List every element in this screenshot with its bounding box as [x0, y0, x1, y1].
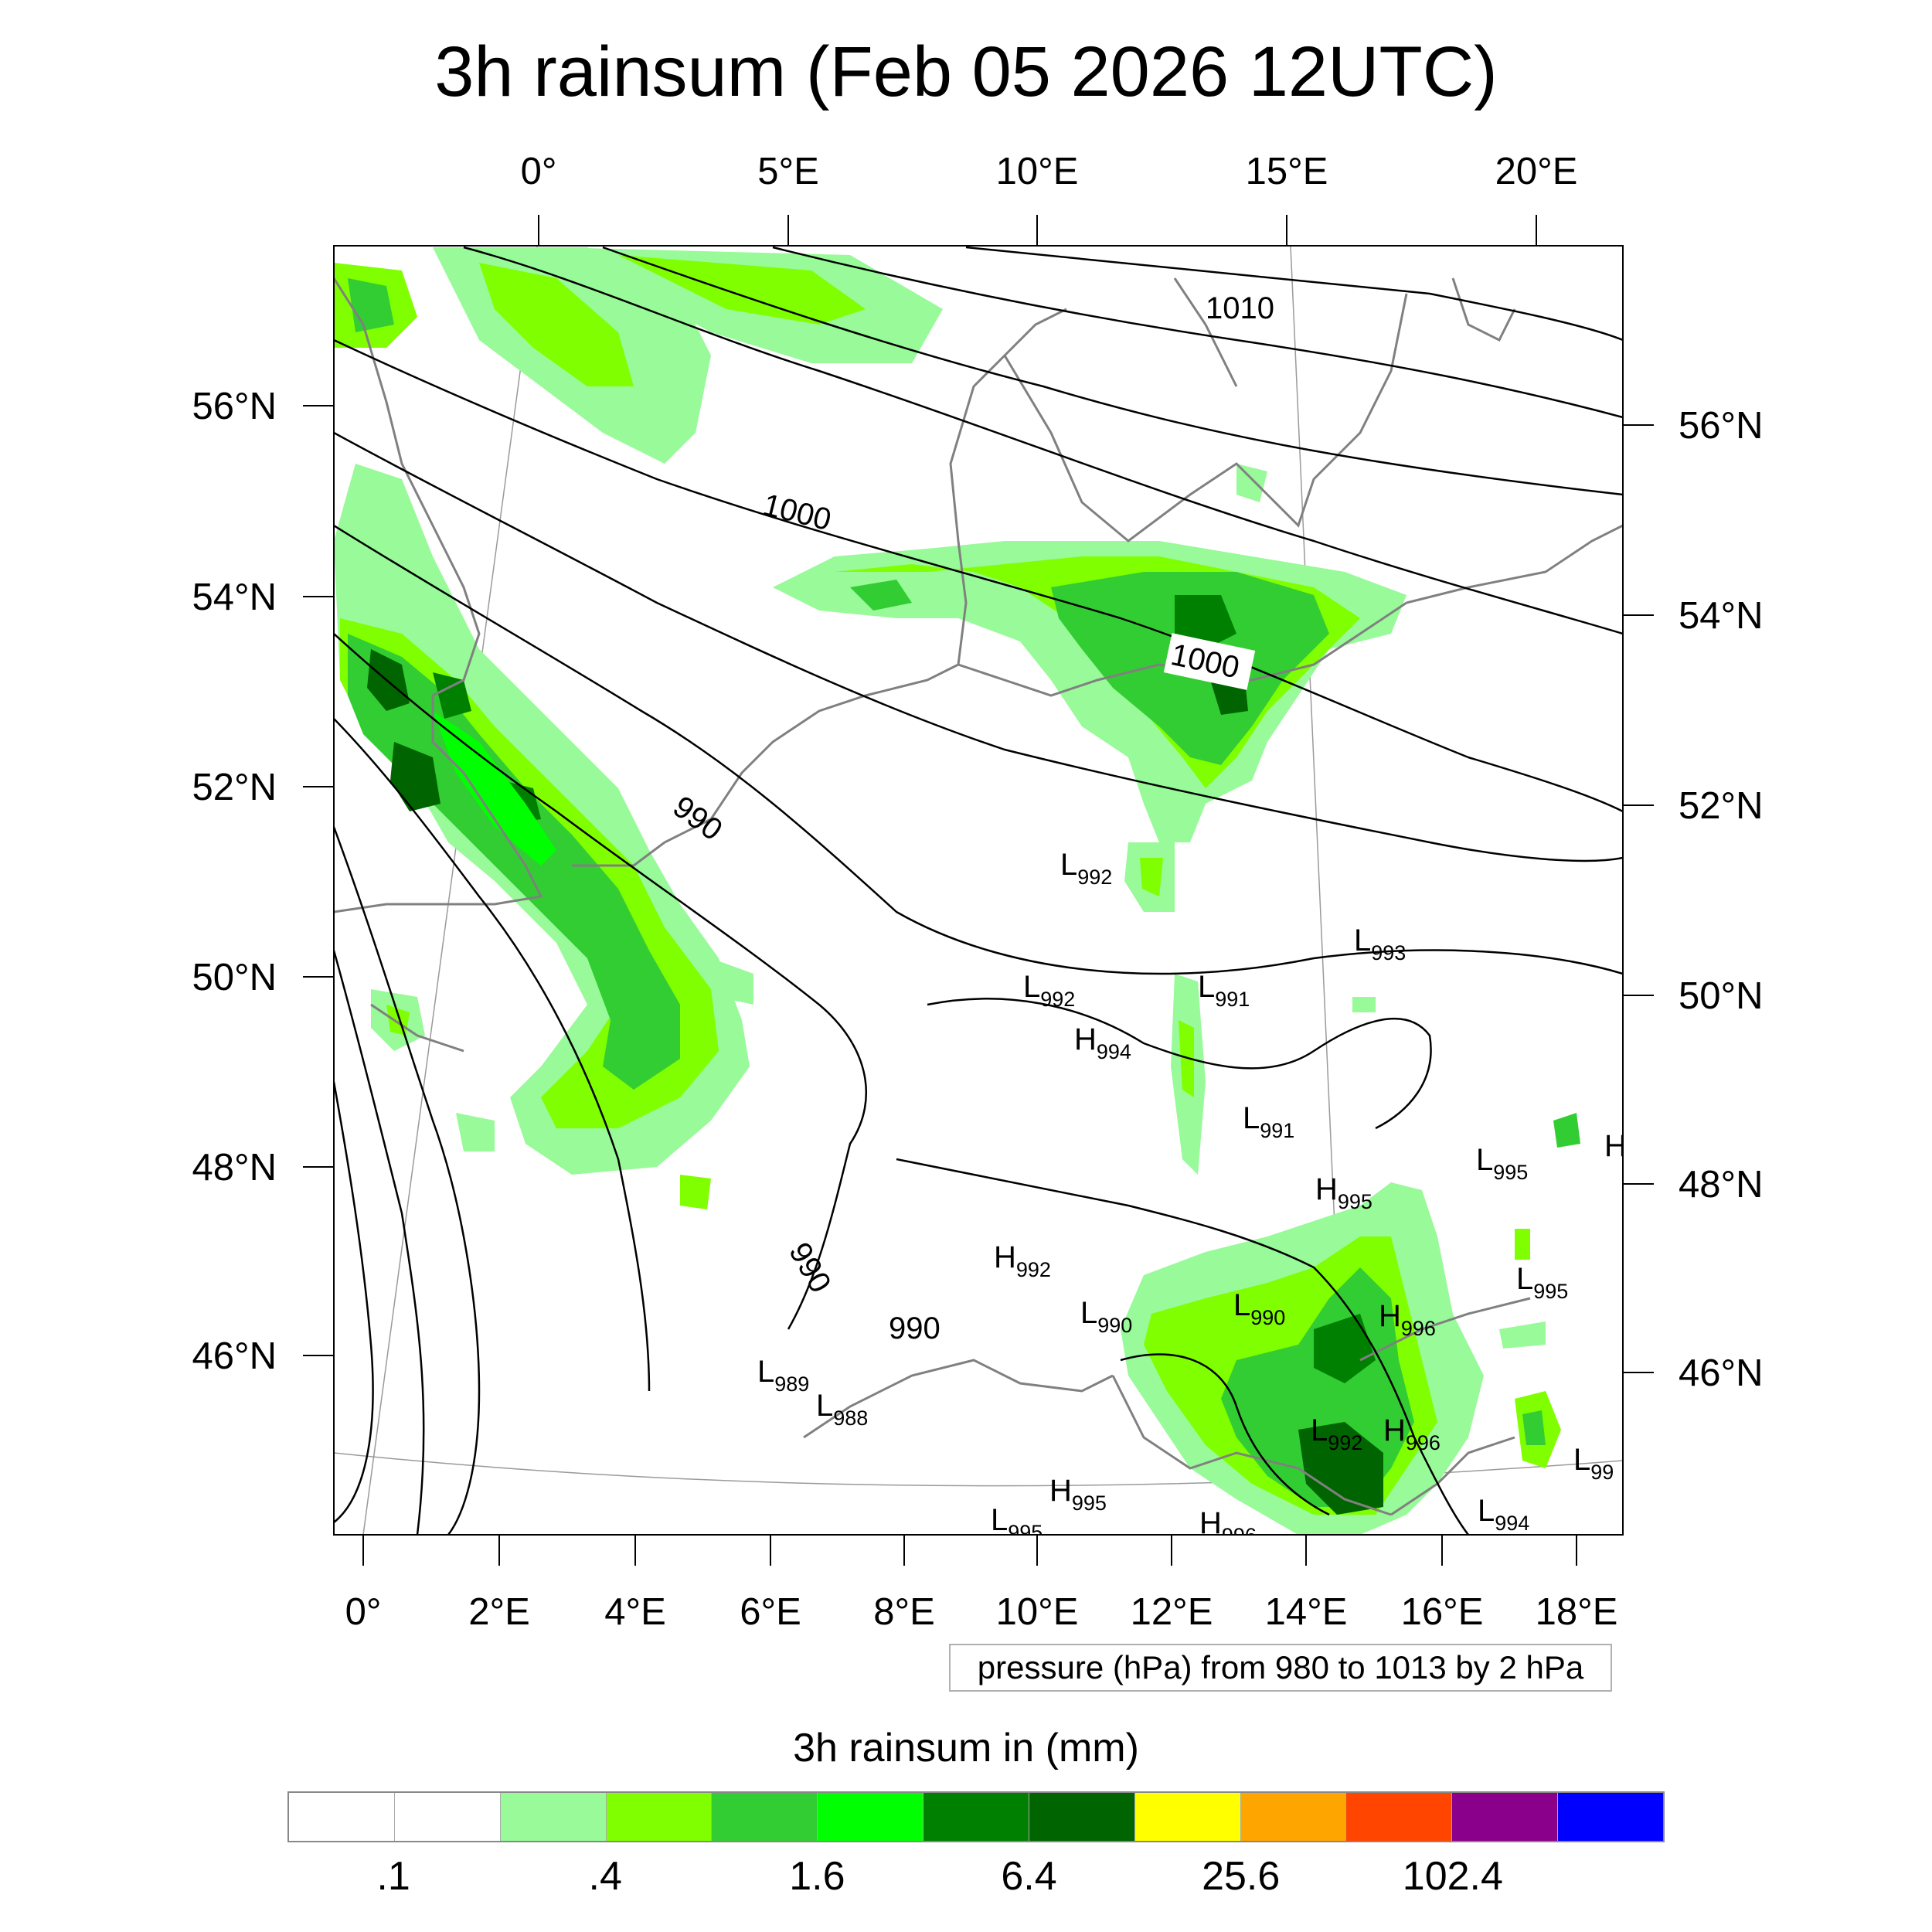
bottom-lon-label: 4°E [604, 1591, 666, 1633]
legend-swatch [1346, 1793, 1453, 1841]
left-lat-label: 54°N [192, 577, 277, 618]
pressure-note: pressure (hPa) from 980 to 1013 by 2 hPa [949, 1644, 1612, 1692]
left-lat-label: 46°N [192, 1335, 277, 1377]
pressure-center: H995 [1049, 1474, 1107, 1515]
top-lon-label: 5°E [757, 151, 819, 192]
legend-swatch [289, 1793, 395, 1841]
top-lon-label: 10°E [996, 151, 1079, 192]
right-lat-label: 50°N [1679, 975, 1763, 1017]
top-lon-label: 15°E [1246, 151, 1328, 192]
legend-swatch [1240, 1793, 1347, 1841]
bottom-lon-label: 10°E [996, 1591, 1079, 1633]
left-lat-label: 50°N [192, 957, 277, 998]
bottom-lon-label: 8°E [873, 1591, 935, 1633]
pressure-center: L99 [1573, 1443, 1614, 1484]
pressure-center: L992 [1311, 1413, 1362, 1454]
bottom-lon-label: 16°E [1401, 1591, 1484, 1633]
pressure-center: L992 [1060, 848, 1112, 889]
isobar-label: 1010 [1206, 291, 1274, 325]
pressure-centers: L992 L993 L992 L991 H994 L991 L995 H H99… [757, 848, 1627, 1547]
left-lat-label: 48°N [192, 1147, 277, 1189]
bottom-lon-label: 18°E [1536, 1591, 1618, 1633]
pressure-center: L991 [1198, 970, 1250, 1011]
legend-label: .4 [588, 1854, 622, 1899]
left-lat-labels: 56°N 54°N 52°N 50°N 48°N 46°N [192, 386, 277, 1377]
pressure-center: L991 [1243, 1101, 1294, 1142]
left-lat-label: 52°N [192, 767, 277, 808]
pressure-center: L990 [1233, 1288, 1285, 1329]
legend-label: 1.6 [789, 1854, 845, 1899]
pressure-center: H994 [1074, 1022, 1131, 1063]
legend-swatch [1452, 1793, 1559, 1841]
isobar-label: 990 [889, 1311, 940, 1345]
pressure-center: H992 [994, 1240, 1051, 1281]
legend-color-bar [287, 1791, 1665, 1842]
pressure-center: L992 [1023, 970, 1075, 1011]
precipitation-field [334, 247, 1580, 1535]
right-lat-label: 46°N [1679, 1352, 1763, 1394]
pressure-center: L989 [757, 1355, 809, 1396]
pressure-center: L995 [1476, 1143, 1528, 1184]
legend-swatch [818, 1793, 924, 1841]
pressure-center: H996 [1199, 1506, 1257, 1547]
pressure-center: H996 [1379, 1299, 1436, 1340]
left-lat-label: 56°N [192, 386, 277, 427]
pressure-center: L990 [1080, 1296, 1132, 1337]
legend-swatch [500, 1793, 607, 1841]
pressure-center: H995 [1315, 1172, 1372, 1213]
right-lat-label: 54°N [1679, 595, 1763, 637]
pressure-center: L994 [1478, 1494, 1529, 1535]
pressure-center: L988 [816, 1389, 868, 1430]
chart-title: 3h rainsum (Feb 05 2026 12UTC) [434, 32, 1498, 111]
bottom-lon-label: 14°E [1265, 1591, 1348, 1633]
legend-swatch [923, 1793, 1029, 1841]
isobar-label-box [1163, 633, 1256, 690]
legend-swatch [712, 1793, 818, 1841]
bottom-lon-label: 2°E [468, 1591, 530, 1633]
legend-label: .1 [376, 1854, 410, 1899]
pressure-center: L995 [1516, 1262, 1568, 1303]
pressure-center: H [1604, 1129, 1627, 1163]
legend-swatch [1558, 1793, 1663, 1841]
right-lat-label: 48°N [1679, 1164, 1763, 1206]
top-lon-label: 20°E [1495, 151, 1578, 192]
legend-swatch [1134, 1793, 1241, 1841]
isobars [334, 246, 1623, 1535]
legend-title: 3h rainsum in (mm) [793, 1726, 1139, 1770]
legend-swatch [606, 1793, 713, 1841]
legend-labels: .1 .4 1.6 6.4 25.6 102.4 [287, 1851, 1665, 1905]
pressure-center: H996 [1383, 1413, 1440, 1454]
isobar-labels: 1010 1000 1000 990 990 990 [667, 291, 1274, 1345]
legend-label: 6.4 [1001, 1854, 1057, 1899]
pressure-center: L995 [991, 1503, 1043, 1544]
bottom-lon-label: 0° [345, 1591, 382, 1633]
bottom-lon-label: 6°E [740, 1591, 801, 1633]
top-lon-labels: 0° 5°E 10°E 15°E 20°E [521, 151, 1578, 192]
bottom-lon-label: 12°E [1131, 1591, 1213, 1633]
tick-marks [303, 215, 1654, 1566]
legend-swatch [394, 1793, 501, 1841]
top-lon-label: 0° [521, 151, 557, 192]
legend-swatch [1029, 1793, 1135, 1841]
legend-label: 25.6 [1202, 1854, 1281, 1899]
pressure-center: L993 [1354, 923, 1406, 964]
legend-label: 102.4 [1402, 1854, 1503, 1899]
map-frame [333, 245, 1624, 1536]
right-lat-label: 52°N [1679, 785, 1763, 827]
right-lat-labels: 56°N 54°N 52°N 50°N 48°N 46°N [1679, 405, 1763, 1394]
right-lat-label: 56°N [1679, 405, 1763, 447]
bottom-lon-labels: 0° 2°E 4°E 6°E 8°E 10°E 12°E 14°E 16°E 1… [345, 1591, 1618, 1633]
